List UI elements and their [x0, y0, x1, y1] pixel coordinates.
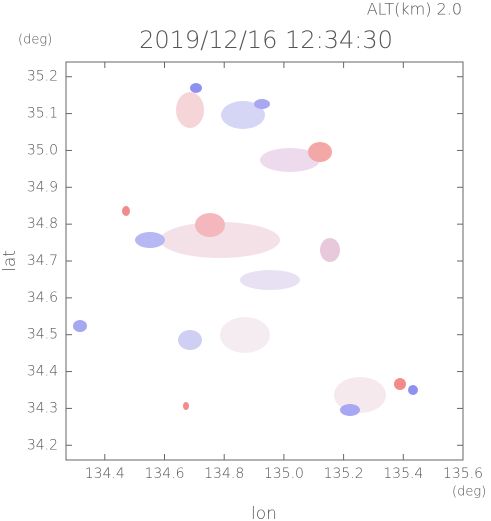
- x-axis-label: lon: [251, 504, 277, 521]
- x-tick-label: 135.4: [383, 466, 423, 482]
- y-tick-label: 34.5: [27, 327, 58, 343]
- y-tick-label: 35.1: [27, 106, 58, 122]
- x-tick-label: 135.6: [443, 466, 483, 482]
- altitude-label: ALT(km) 2.0: [367, 0, 462, 19]
- y-tick-label: 35.2: [27, 69, 58, 85]
- plot-frame: [65, 61, 464, 461]
- y-axis-label: lat: [0, 250, 20, 272]
- y-tick-label: 35.0: [27, 142, 58, 158]
- x-tick-label: 134.8: [204, 466, 244, 482]
- y-tick-label: 34.9: [27, 179, 58, 195]
- x-tick-label: 134.6: [144, 466, 184, 482]
- y-tick-label: 34.8: [27, 216, 58, 232]
- x-tick-label: 134.4: [85, 466, 125, 482]
- x-unit: (deg): [452, 485, 486, 500]
- y-tick-label: 34.6: [27, 290, 58, 306]
- x-tick-label: 135.0: [264, 466, 304, 482]
- y-tick-label: 34.2: [27, 437, 58, 453]
- chart-title: 2019/12/16 12:34:30: [139, 26, 393, 54]
- x-tick-label: 135.2: [324, 466, 364, 482]
- y-tick-label: 34.4: [27, 364, 58, 380]
- radar-echoes: [73, 83, 418, 416]
- y-tick-label: 34.3: [27, 400, 58, 416]
- y-unit: (deg): [18, 33, 52, 48]
- y-tick-label: 34.7: [27, 253, 58, 269]
